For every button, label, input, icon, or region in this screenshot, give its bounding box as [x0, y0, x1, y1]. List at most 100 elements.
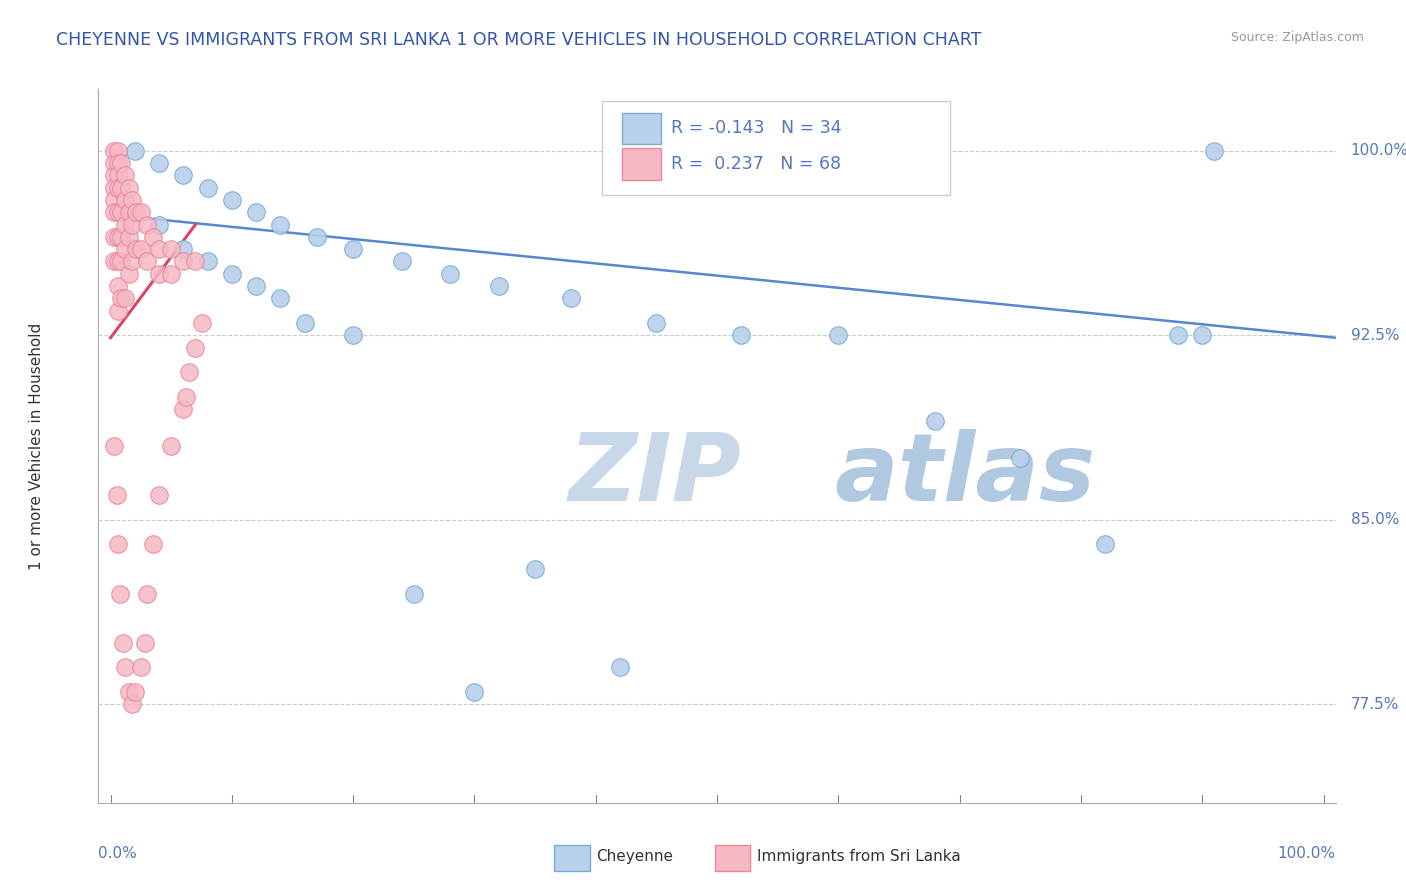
- Point: [114, 660, 136, 674]
- Point: [103, 156, 125, 170]
- Point: [342, 328, 364, 343]
- Point: [110, 587, 132, 601]
- Point: [1167, 328, 1189, 343]
- Point: [114, 242, 136, 256]
- Point: [107, 169, 129, 183]
- Point: [107, 180, 129, 194]
- Point: [118, 180, 141, 194]
- Text: 100.0%: 100.0%: [1278, 846, 1336, 861]
- Text: 92.5%: 92.5%: [1351, 327, 1399, 343]
- Point: [197, 180, 219, 194]
- Point: [488, 279, 510, 293]
- Point: [103, 169, 125, 183]
- Text: CHEYENNE VS IMMIGRANTS FROM SRI LANKA 1 OR MORE VEHICLES IN HOUSEHOLD CORRELATIO: CHEYENNE VS IMMIGRANTS FROM SRI LANKA 1 …: [56, 31, 981, 49]
- Point: [118, 685, 141, 699]
- Point: [136, 254, 159, 268]
- Point: [174, 390, 197, 404]
- Text: Cheyenne: Cheyenne: [596, 849, 673, 863]
- Point: [107, 156, 129, 170]
- Point: [179, 365, 201, 379]
- FancyBboxPatch shape: [714, 845, 751, 871]
- Point: [269, 291, 291, 305]
- Point: [114, 291, 136, 305]
- Point: [221, 267, 243, 281]
- Point: [1204, 144, 1226, 158]
- Point: [1094, 537, 1116, 551]
- Point: [107, 303, 129, 318]
- Point: [439, 267, 461, 281]
- Point: [103, 144, 125, 158]
- Point: [148, 267, 170, 281]
- Point: [103, 205, 125, 219]
- Point: [121, 698, 143, 712]
- Point: [136, 218, 159, 232]
- Point: [110, 230, 132, 244]
- FancyBboxPatch shape: [554, 845, 589, 871]
- Point: [118, 267, 141, 281]
- Point: [609, 660, 631, 674]
- Point: [827, 328, 849, 343]
- Point: [924, 414, 946, 428]
- Point: [294, 316, 316, 330]
- Point: [107, 279, 129, 293]
- Text: 100.0%: 100.0%: [1351, 144, 1406, 158]
- Point: [172, 169, 194, 183]
- Point: [114, 169, 136, 183]
- Point: [114, 218, 136, 232]
- Point: [172, 254, 194, 268]
- Point: [305, 230, 328, 244]
- Point: [134, 636, 156, 650]
- Text: R = -0.143   N = 34: R = -0.143 N = 34: [671, 120, 842, 137]
- Point: [142, 230, 165, 244]
- Point: [103, 193, 125, 207]
- Text: 77.5%: 77.5%: [1351, 697, 1399, 712]
- Text: R =  0.237   N = 68: R = 0.237 N = 68: [671, 155, 841, 173]
- Point: [114, 193, 136, 207]
- Point: [391, 254, 413, 268]
- Point: [103, 254, 125, 268]
- Point: [103, 439, 125, 453]
- Point: [121, 218, 143, 232]
- Point: [136, 587, 159, 601]
- Point: [184, 341, 207, 355]
- Point: [129, 242, 152, 256]
- Point: [1191, 328, 1213, 343]
- Point: [103, 180, 125, 194]
- Point: [730, 328, 752, 343]
- Point: [245, 205, 267, 219]
- Point: [148, 156, 170, 170]
- Point: [129, 660, 152, 674]
- Point: [121, 193, 143, 207]
- Point: [148, 488, 170, 502]
- Text: Immigrants from Sri Lanka: Immigrants from Sri Lanka: [756, 849, 960, 863]
- Point: [105, 488, 128, 502]
- Point: [103, 230, 125, 244]
- Point: [107, 144, 129, 158]
- Point: [245, 279, 267, 293]
- Point: [110, 180, 132, 194]
- Point: [160, 242, 183, 256]
- Point: [148, 218, 170, 232]
- Point: [463, 685, 485, 699]
- FancyBboxPatch shape: [621, 148, 661, 180]
- Point: [124, 144, 146, 158]
- Text: 0.0%: 0.0%: [98, 846, 138, 861]
- Point: [524, 562, 547, 576]
- Point: [124, 685, 146, 699]
- Point: [197, 254, 219, 268]
- Point: [110, 205, 132, 219]
- Point: [107, 537, 129, 551]
- Point: [107, 254, 129, 268]
- Point: [121, 254, 143, 268]
- Point: [342, 242, 364, 256]
- Point: [160, 267, 183, 281]
- Point: [221, 193, 243, 207]
- Text: ZIP: ZIP: [568, 428, 741, 521]
- Point: [110, 254, 132, 268]
- Point: [111, 636, 134, 650]
- Point: [560, 291, 582, 305]
- Point: [125, 242, 148, 256]
- Point: [118, 205, 141, 219]
- Point: [107, 230, 129, 244]
- Point: [142, 537, 165, 551]
